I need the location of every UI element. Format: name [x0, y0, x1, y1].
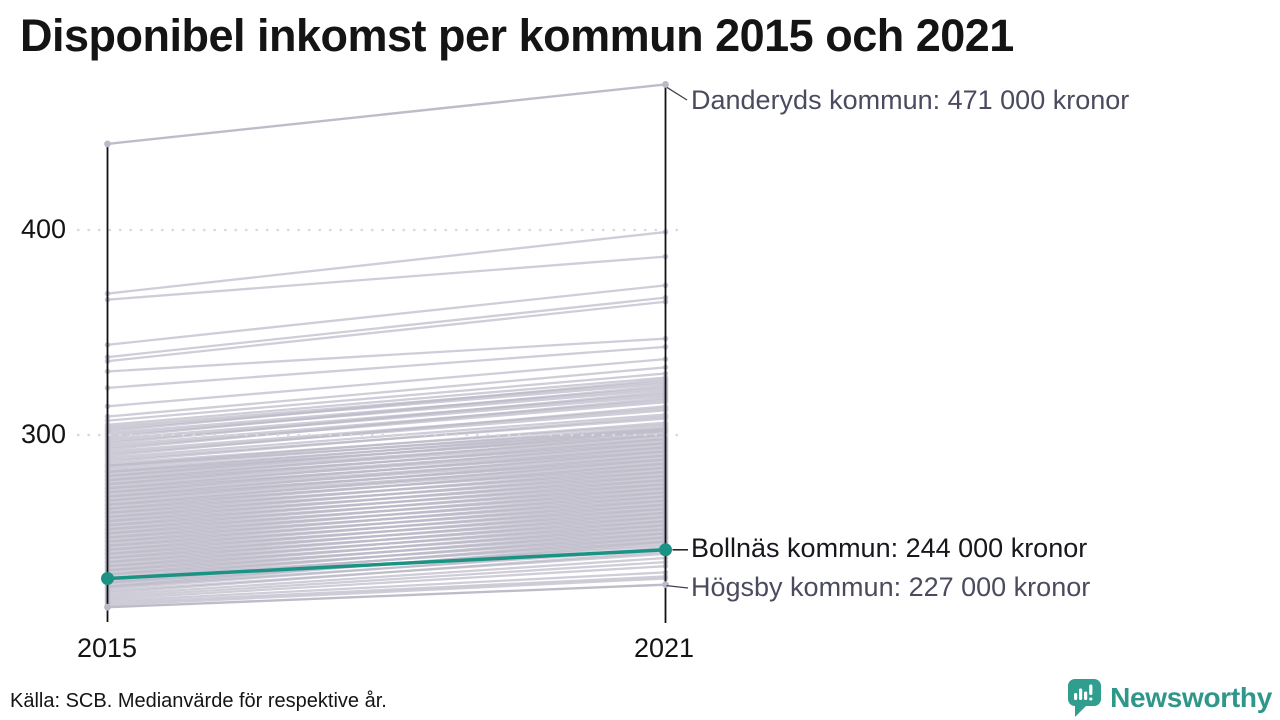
annotation-danderyd: Danderyds kommun: 471 000 kronor	[691, 85, 1130, 115]
newsworthy-logo-icon	[1068, 679, 1102, 717]
x-axis-tick-2021: 2021	[633, 633, 695, 663]
slope-line	[106, 255, 667, 301]
slope-line	[106, 491, 667, 539]
slope-line	[106, 345, 667, 390]
named-endpoint-2015	[104, 603, 111, 611]
slope-line	[106, 376, 667, 426]
slope-line	[106, 296, 667, 359]
slope-line	[106, 446, 667, 494]
slope-line	[106, 429, 667, 478]
slope-line	[106, 433, 667, 482]
slope-line	[106, 524, 667, 572]
slope-line	[106, 478, 667, 527]
slope-line	[106, 357, 667, 408]
slope-line	[106, 483, 667, 531]
slope-line	[106, 507, 667, 556]
slope-line	[106, 519, 667, 568]
slope-line	[106, 425, 667, 469]
named-slope-line	[106, 83, 667, 146]
slope-line	[106, 454, 667, 502]
slope-line	[106, 230, 667, 295]
slope-line	[106, 466, 667, 515]
annotation-bollnas: Bollnäs kommun: 244 000 kronor	[691, 533, 1088, 563]
highlight-dot-2021	[659, 543, 672, 557]
slope-line	[106, 503, 667, 551]
annotation-hogsby: Högsby kommun: 227 000 kronor	[691, 572, 1091, 602]
slope-line	[106, 413, 667, 459]
slope-line	[106, 458, 667, 506]
named-endpoint-2021	[662, 81, 669, 88]
page-title: Disponibel inkomst per kommun 2015 och 2…	[20, 10, 1014, 61]
slope-line	[106, 499, 667, 547]
slope-line	[106, 577, 667, 607]
slope-line	[106, 571, 667, 603]
slope-line	[106, 550, 667, 594]
named-endpoint-2021	[662, 581, 669, 589]
highlight-line-bollnas	[105, 548, 668, 581]
slope-line	[106, 474, 667, 523]
slope-line	[106, 565, 667, 601]
slope-line	[106, 450, 667, 498]
slope-line	[106, 384, 667, 439]
newsworthy-wordmark: Newsworthy	[1110, 682, 1272, 713]
slope-line	[106, 378, 667, 433]
highlight-dot-2015	[101, 572, 114, 585]
y-axis-tick-300: 300	[20, 419, 66, 449]
slope-line	[106, 396, 667, 451]
slope-line	[106, 511, 667, 560]
connector-hogsby	[666, 585, 689, 589]
slope-line	[106, 437, 667, 486]
slope-line	[106, 300, 667, 363]
slope-line	[106, 462, 667, 510]
slope-line	[106, 470, 667, 519]
connector-danderyd	[666, 86, 688, 101]
slope-line	[106, 372, 667, 422]
slope-line	[106, 575, 667, 605]
slope-line	[106, 366, 667, 418]
newsworthy-branding: Newsworthy	[1066, 676, 1272, 720]
slope-line	[106, 532, 667, 580]
slope-line	[106, 442, 667, 490]
slope-line	[106, 487, 667, 535]
slope-line	[106, 337, 667, 373]
slope-line	[106, 284, 667, 346]
slope-line	[106, 528, 667, 576]
slope-line	[106, 515, 667, 564]
slope-line	[106, 556, 667, 597]
x-axis-tick-2015: 2015	[76, 633, 138, 663]
y-axis-tick-400: 400	[20, 214, 66, 244]
named-endpoint-2015	[104, 140, 111, 148]
slope-line	[106, 560, 667, 599]
named-slope-line	[106, 583, 667, 609]
slope-line	[106, 405, 667, 457]
slope-line	[106, 415, 667, 463]
source-note: Källa: SCB. Medianvärde för respektive å…	[10, 690, 387, 712]
slope-line	[106, 495, 667, 543]
slope-line	[106, 390, 667, 445]
